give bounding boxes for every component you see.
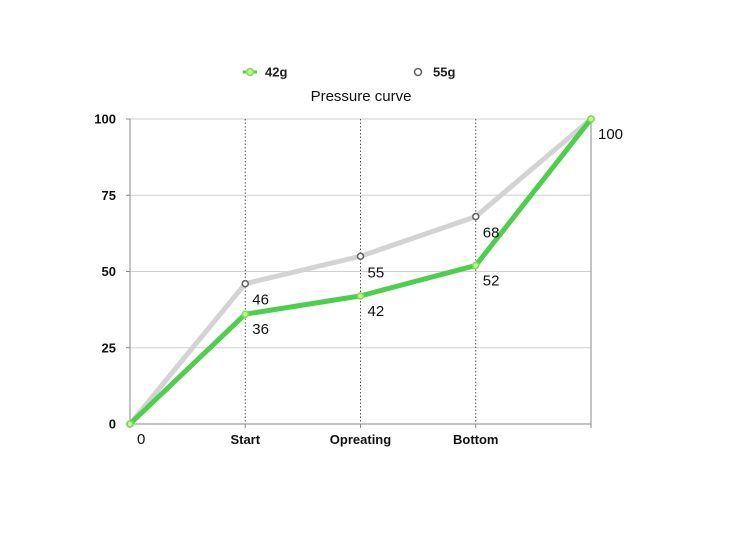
- chart-title: Pressure curve: [311, 88, 412, 105]
- data-point-55g: [241, 279, 250, 288]
- chart-legend: 42g 55g: [243, 65, 455, 80]
- data-label-42g: 52: [483, 272, 500, 289]
- chart-axis-ticks: 0 25 50 75 100 Start Opreating Bottom: [94, 112, 498, 448]
- x-tick-label: Opreating: [330, 432, 391, 447]
- data-point-42g: [241, 310, 250, 319]
- legend-swatch-marker: [245, 67, 255, 77]
- data-point-42g: [587, 115, 595, 123]
- data-label-55g: 68: [483, 225, 500, 242]
- data-point-42g: [126, 420, 134, 428]
- chart-data-labels: 46 55 68 0 36 42 52 100: [137, 126, 623, 448]
- data-label-55g: 55: [368, 264, 385, 281]
- data-label-42g: 36: [252, 321, 269, 338]
- y-tick-label: 75: [102, 188, 116, 203]
- y-tick-label: 25: [102, 340, 116, 355]
- data-point-42g: [471, 261, 480, 270]
- legend-label: 55g: [433, 65, 455, 80]
- legend-label: 42g: [265, 65, 287, 80]
- data-label-42g: 42: [368, 303, 385, 320]
- y-tick-label: 0: [109, 417, 116, 432]
- data-label-42g: 100: [598, 126, 623, 143]
- data-point-55g: [356, 252, 365, 261]
- data-point-55g: [471, 212, 480, 221]
- legend-item-42g: 42g: [243, 65, 287, 80]
- y-tick-label: 100: [94, 112, 116, 127]
- legend-item-55g: 55g: [413, 65, 455, 80]
- y-tick-label: 50: [102, 264, 116, 279]
- chart-grid: [126, 118, 592, 428]
- legend-swatch-marker: [413, 67, 423, 77]
- chart-series: [126, 115, 595, 428]
- x-tick-label: Start: [230, 432, 260, 447]
- data-label-55g: 46: [252, 292, 269, 309]
- data-point-42g: [356, 292, 365, 300]
- x-tick-label: Bottom: [453, 432, 499, 447]
- data-label-42g: 0: [137, 431, 145, 448]
